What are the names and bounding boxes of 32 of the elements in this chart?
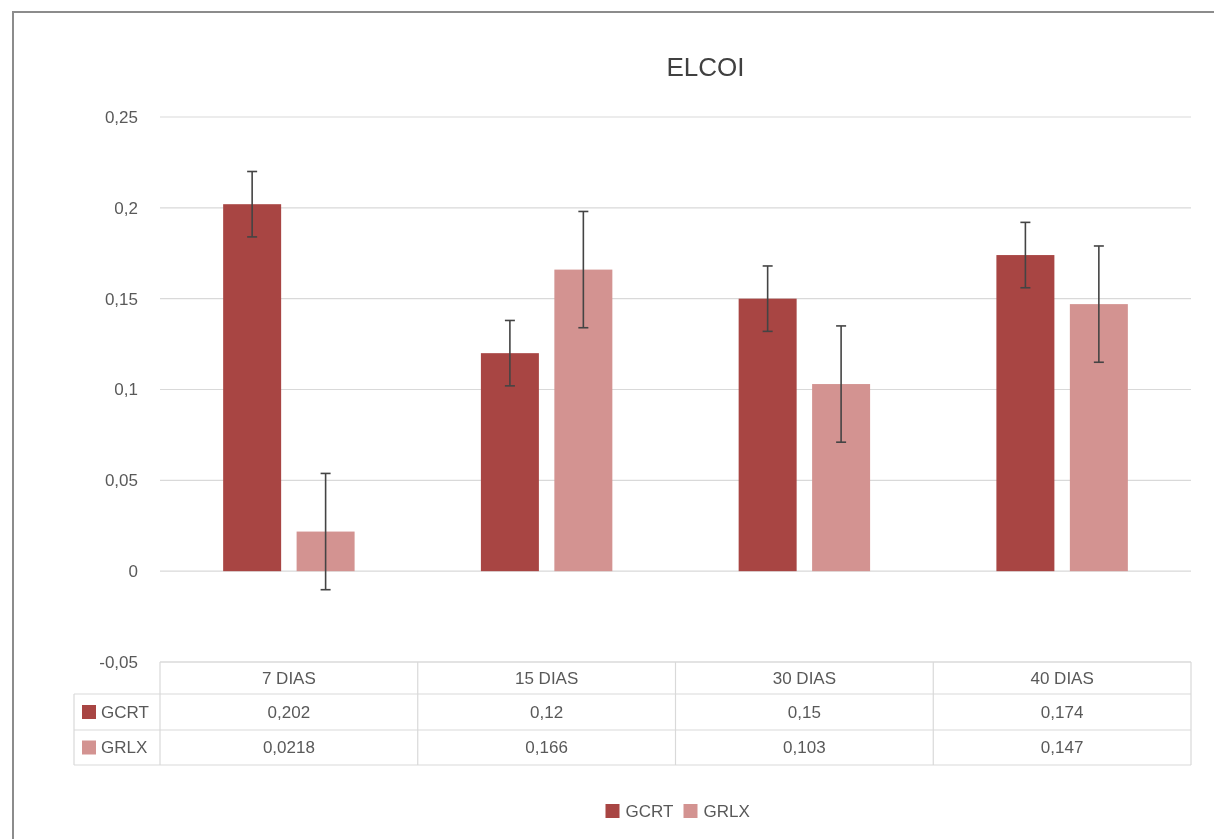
data-label: 0,103 [783, 738, 826, 758]
bar [554, 269, 613, 572]
y-tick-label: 0,25 [104, 107, 138, 127]
data-label: 0,0218 [262, 738, 315, 758]
y-tick-label: 0 [128, 562, 138, 582]
bar [296, 531, 355, 572]
chart-title: ELCOI [666, 52, 745, 82]
text: GCRT [625, 801, 674, 821]
data-label: 0,202 [267, 702, 311, 722]
bar [223, 204, 282, 572]
data-label: 0,15 [787, 702, 821, 722]
x-tick-label: 40 DIAS [1030, 668, 1094, 688]
data-label: 0,174 [1040, 702, 1084, 722]
data-label: 0,147 [1040, 738, 1084, 758]
bar [812, 384, 871, 572]
y-tick-label: 0,15 [104, 289, 138, 309]
y-tick-label: 0,2 [114, 198, 138, 218]
legend-label: GCRT [101, 702, 149, 722]
x-tick-label: 7 DIAS [261, 668, 316, 688]
bar [1069, 304, 1128, 572]
text: GRLX [703, 801, 750, 821]
data-label: 0,166 [525, 738, 568, 758]
x-tick-label: 30 DIAS [772, 668, 837, 688]
y-tick-label: -0,05 [99, 652, 138, 672]
bar [738, 298, 797, 572]
y-tick-label: 0,05 [104, 471, 138, 491]
bar [480, 353, 539, 572]
bar [996, 255, 1055, 572]
legend-label: GRLX [101, 738, 148, 758]
y-tick-label: 0,1 [114, 380, 138, 400]
x-tick-label: 15 DIAS [514, 668, 579, 688]
data-label: 0,12 [530, 702, 564, 722]
